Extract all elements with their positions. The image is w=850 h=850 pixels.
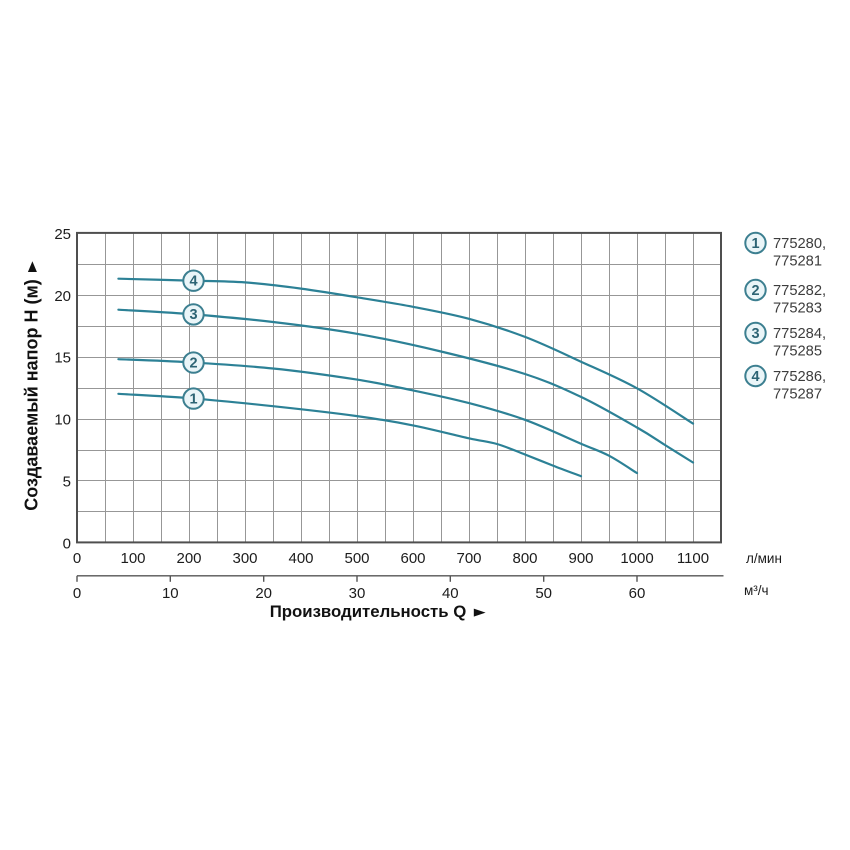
svg-text:775286,: 775286, (773, 369, 826, 385)
svg-text:4: 4 (751, 369, 759, 385)
svg-text:775284,: 775284, (773, 326, 826, 342)
svg-text:1: 1 (751, 236, 759, 252)
svg-text:20: 20 (54, 288, 71, 305)
svg-text:25: 25 (54, 226, 71, 243)
svg-text:200: 200 (176, 550, 201, 567)
svg-text:775285: 775285 (773, 344, 822, 360)
svg-text:900: 900 (568, 550, 593, 567)
svg-text:775281: 775281 (773, 254, 822, 270)
svg-text:10: 10 (162, 585, 179, 602)
svg-text:1000: 1000 (620, 550, 653, 567)
svg-text:2: 2 (751, 283, 759, 299)
svg-text:100: 100 (120, 550, 145, 567)
svg-text:0: 0 (63, 535, 71, 552)
svg-text:м³/ч: м³/ч (744, 583, 769, 598)
svg-text:775283: 775283 (773, 301, 822, 317)
svg-text:1: 1 (189, 391, 197, 407)
svg-text:3: 3 (751, 326, 759, 342)
svg-text:10: 10 (54, 412, 71, 429)
svg-text:800: 800 (512, 550, 537, 567)
svg-text:50: 50 (535, 585, 552, 602)
svg-text:30: 30 (349, 585, 366, 602)
svg-text:775280,: 775280, (773, 236, 826, 252)
svg-text:Создаваемый напор H (м): Создаваемый напор H (м) (22, 279, 42, 511)
svg-text:Производительность Q: Производительность Q (270, 602, 467, 621)
svg-text:0: 0 (73, 585, 81, 602)
svg-text:3: 3 (189, 307, 197, 323)
svg-text:40: 40 (442, 585, 459, 602)
svg-text:20: 20 (255, 585, 272, 602)
svg-text:775287: 775287 (773, 387, 822, 403)
svg-text:4: 4 (189, 274, 197, 290)
svg-text:600: 600 (400, 550, 425, 567)
svg-text:5: 5 (63, 474, 71, 491)
svg-text:2: 2 (189, 355, 197, 371)
svg-text:0: 0 (73, 550, 81, 567)
svg-text:60: 60 (629, 585, 646, 602)
svg-text:15: 15 (54, 350, 71, 367)
svg-text:л/мин: л/мин (746, 551, 782, 566)
svg-text:775282,: 775282, (773, 283, 826, 299)
svg-text:1100: 1100 (677, 550, 709, 567)
svg-text:300: 300 (232, 550, 257, 567)
svg-text:700: 700 (456, 550, 481, 567)
svg-text:400: 400 (288, 550, 313, 567)
svg-text:500: 500 (344, 550, 369, 567)
